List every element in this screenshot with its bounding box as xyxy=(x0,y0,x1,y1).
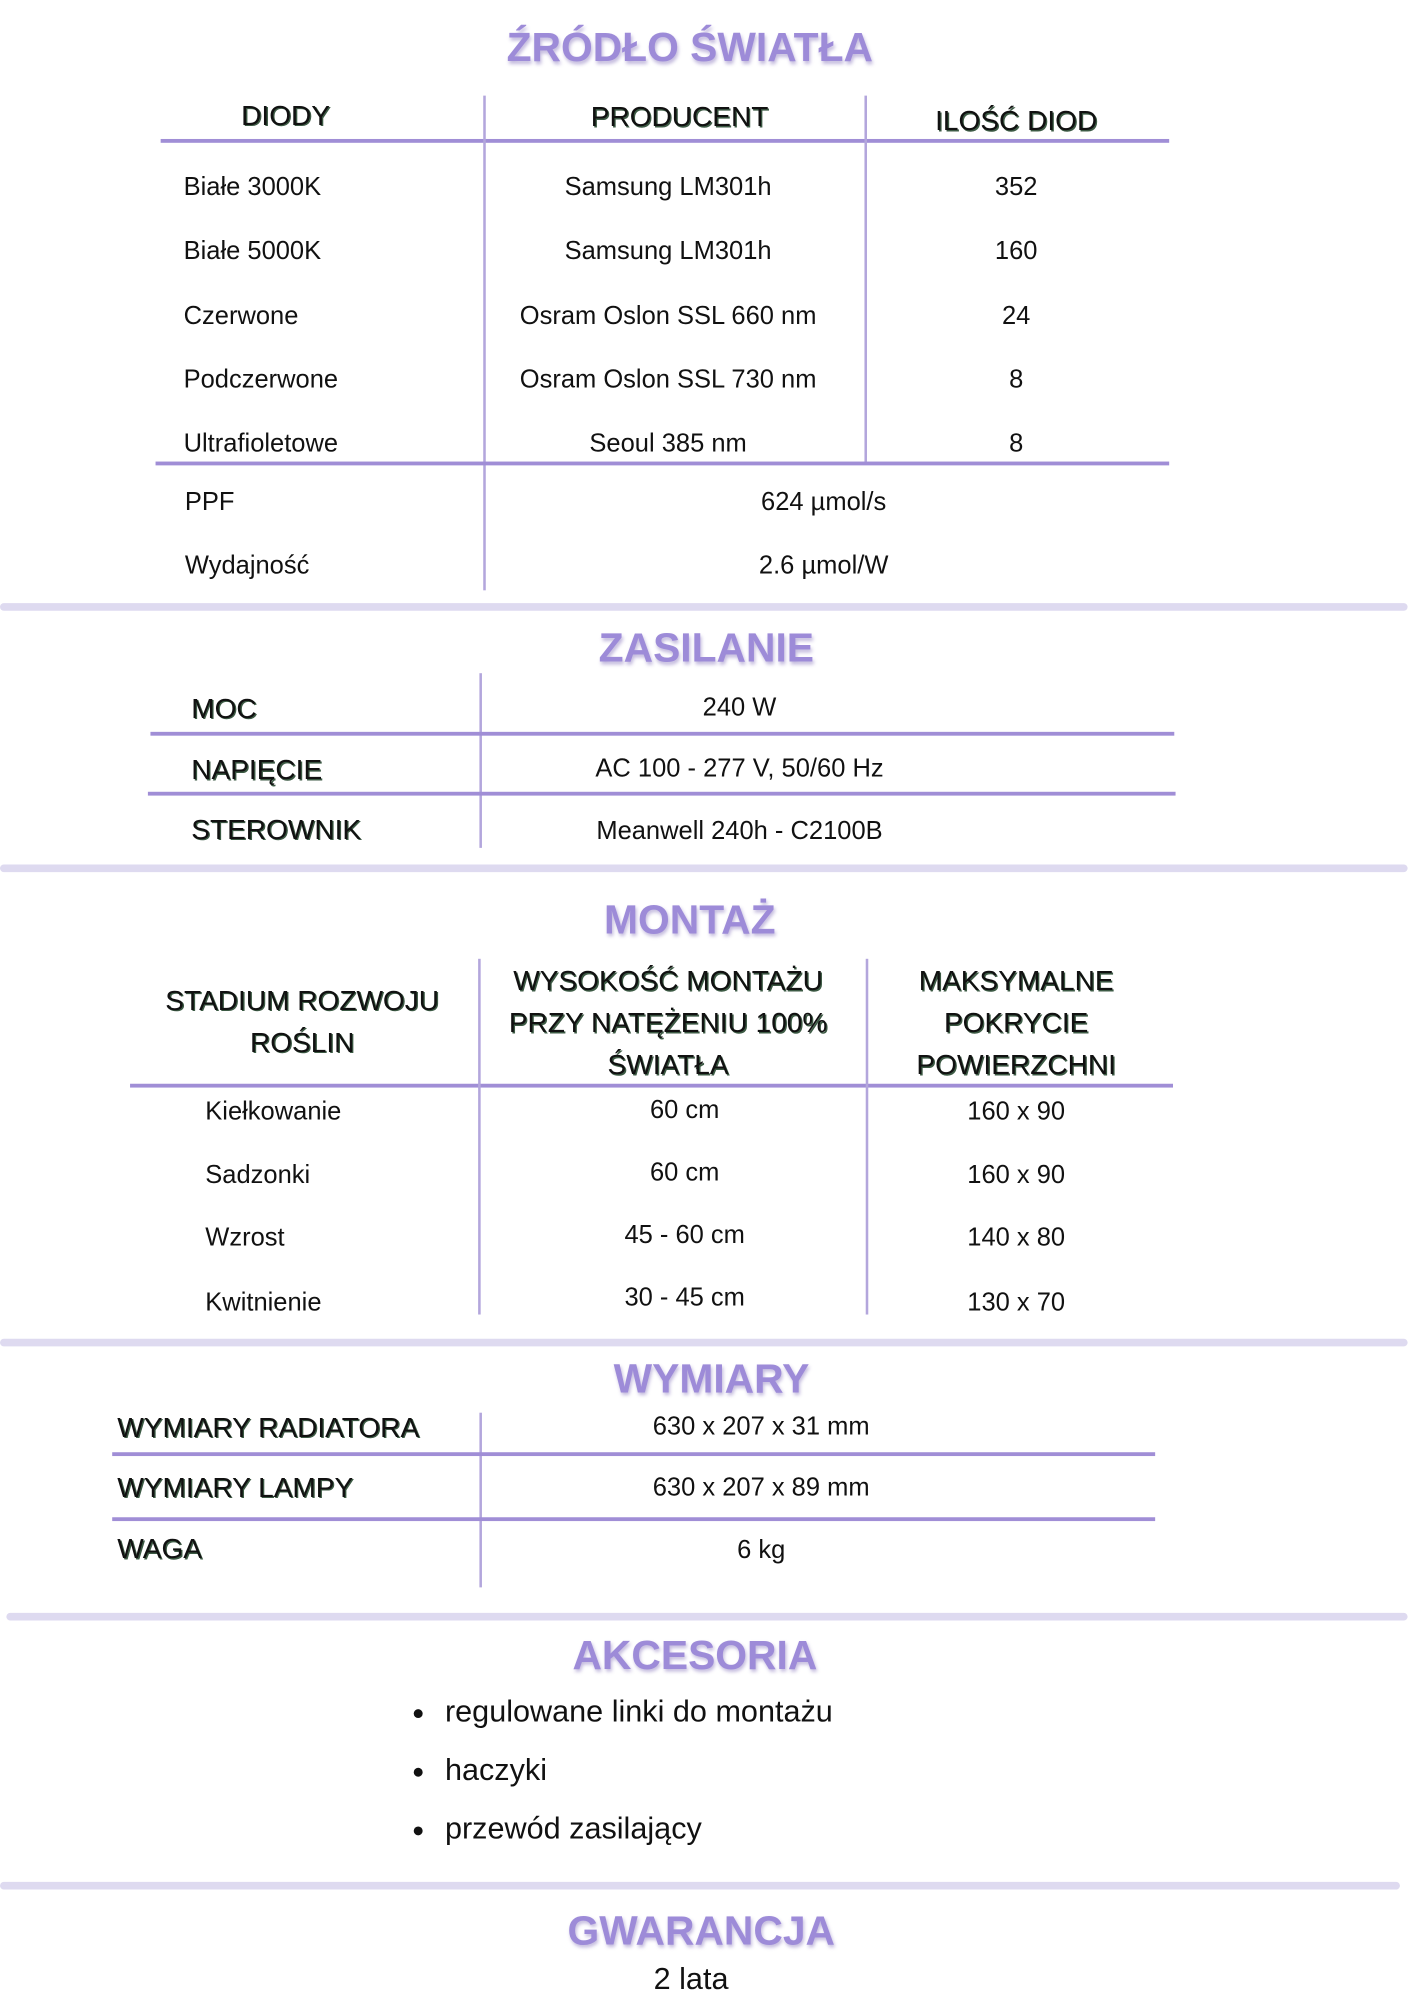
max-coverage: 130 x 70 xyxy=(967,1289,1066,1318)
driver-label: STEROWNIK xyxy=(191,813,362,846)
column-divider xyxy=(478,958,481,1315)
heatsink-dimensions-label: WYMIARY RADIATORA xyxy=(117,1411,420,1444)
section-title-light-source: ŹRÓDŁO ŚWIATŁA xyxy=(506,24,873,71)
column-divider xyxy=(479,673,482,848)
lamp-dimensions-label: WYMIARY LAMPY xyxy=(117,1471,354,1504)
section-title-accessories: AKCESORIA xyxy=(572,1632,818,1678)
lamp-dimensions-value: 630 x 207 x 89 mm xyxy=(652,1473,870,1502)
diode-count: 8 xyxy=(1009,429,1024,458)
diode-type: Ultrafioletowe xyxy=(183,429,339,458)
bullet-icon xyxy=(413,1709,423,1719)
header-growth-stage: STADIUM ROZWOJU ROŚLIN xyxy=(165,984,440,1059)
voltage-label: NAPIĘCIE xyxy=(191,753,323,786)
section-separator xyxy=(6,1612,1408,1621)
divider xyxy=(147,791,1176,796)
accessory-item: przewód zasilający xyxy=(444,1811,702,1847)
section-separator xyxy=(0,603,1408,611)
header-max-coverage: MAKSYMALNE POKRYCIE POWIERZCHNI xyxy=(916,964,1116,1081)
max-coverage: 160 x 90 xyxy=(967,1097,1066,1126)
divider xyxy=(130,1083,1173,1088)
diode-type: Podczerwone xyxy=(183,365,339,394)
mount-height: 30 - 45 cm xyxy=(624,1283,745,1312)
voltage-value: AC 100 - 277 V, 50/60 Hz xyxy=(595,754,884,783)
header-count: ILOŚĆ DIOD xyxy=(935,104,1098,137)
header-mount-height: WYSOKOŚĆ MONTAŻU PRZY NATĘŻENIU 100% ŚWI… xyxy=(508,964,828,1081)
bullet-icon xyxy=(413,1767,423,1777)
divider xyxy=(150,731,1175,736)
mount-height: 60 cm xyxy=(649,1158,720,1188)
efficiency-label: Wydajność xyxy=(184,552,310,581)
ppf-label: PPF xyxy=(184,488,235,517)
max-coverage: 140 x 80 xyxy=(967,1224,1066,1253)
header-diodes: DIODY xyxy=(241,99,331,132)
weight-value: 6 kg xyxy=(737,1536,786,1565)
diode-type: Białe 5000K xyxy=(183,237,322,266)
max-coverage: 160 x 90 xyxy=(967,1161,1066,1190)
section-separator xyxy=(0,1881,1400,1890)
warranty-value: 2 lata xyxy=(653,1962,729,1997)
mount-height: 45 - 60 cm xyxy=(624,1221,745,1250)
diode-producer: Osram Oslon SSL 660 nm xyxy=(519,302,817,331)
mount-height: 60 cm xyxy=(649,1096,720,1125)
ppf-value: 624 µmol/s xyxy=(761,488,887,517)
section-title-warranty: GWARANCJA xyxy=(567,1907,835,1954)
efficiency-value: 2.6 µmol/W xyxy=(758,552,889,581)
heatsink-dimensions-value: 630 x 207 x 31 mm xyxy=(652,1412,870,1441)
diode-producer: Samsung LM301h xyxy=(564,173,772,202)
diode-count: 160 xyxy=(994,237,1038,266)
section-title-mounting: MONTAŻ xyxy=(604,896,776,943)
diode-producer: Samsung LM301h xyxy=(564,237,772,266)
column-divider xyxy=(865,958,868,1315)
divider xyxy=(160,138,1170,143)
column-divider xyxy=(864,95,867,465)
diode-count: 352 xyxy=(994,173,1038,202)
accessory-item: haczyki xyxy=(444,1753,548,1788)
growth-stage: Sadzonki xyxy=(205,1161,311,1190)
diode-producer: Osram Oslon SSL 730 nm xyxy=(519,365,817,394)
diode-type: Białe 3000K xyxy=(183,173,322,202)
bullet-icon xyxy=(413,1826,423,1836)
diode-count: 8 xyxy=(1009,365,1024,394)
divider xyxy=(112,1517,1156,1522)
power-value: 240 W xyxy=(702,693,777,722)
power-label: MOC xyxy=(191,692,257,725)
section-separator xyxy=(0,1338,1408,1347)
growth-stage: Wzrost xyxy=(205,1224,285,1253)
section-title-dimensions: WYMIARY xyxy=(613,1355,810,1402)
header-producer: PRODUCENT xyxy=(590,100,769,133)
accessory-item: regulowane linki do montażu xyxy=(444,1694,833,1729)
growth-stage: Kiełkowanie xyxy=(205,1097,342,1126)
growth-stage: Kwitnienie xyxy=(205,1289,322,1318)
section-separator xyxy=(0,864,1408,873)
column-divider xyxy=(479,1412,482,1588)
divider xyxy=(112,1452,1156,1457)
diode-count: 24 xyxy=(1001,302,1031,331)
diode-type: Czerwone xyxy=(183,302,299,331)
driver-value: Meanwell 240h - C2100B xyxy=(596,817,883,846)
section-title-power: ZASILANIE xyxy=(598,624,815,671)
diode-producer: Seoul 385 nm xyxy=(589,429,747,458)
column-divider xyxy=(483,95,486,591)
weight-label: WAGA xyxy=(117,1532,202,1565)
divider xyxy=(155,461,1170,466)
